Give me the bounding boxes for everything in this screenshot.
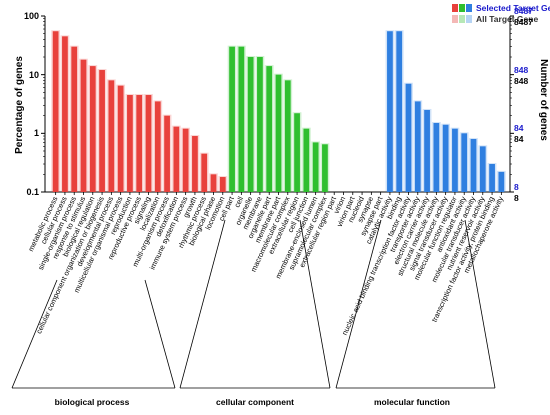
group-bracket-right-cellular-component	[299, 219, 331, 389]
group-bracket-left-biological-process	[11, 279, 58, 389]
bar-developmental-process	[108, 80, 115, 192]
bar-transporter-activity	[414, 101, 421, 192]
group-bracket-right-molecular-function	[464, 219, 496, 389]
group-label-cellular-component: cellular component	[216, 397, 294, 407]
bar-transcription-factor-activity-protein-binding	[489, 164, 495, 192]
legend: Selected Target Gene All Target Gene	[452, 3, 550, 24]
bar-metallochaperone-activity	[498, 171, 505, 192]
x-label-cell: cell	[232, 195, 245, 209]
right-tick-all-84: 84	[514, 134, 524, 144]
bar-metabolic-process	[52, 31, 59, 192]
bar-macromolecular-complex	[284, 80, 291, 192]
right-tick-all-848: 848	[514, 76, 528, 86]
left-tick-10: 10	[29, 70, 39, 80]
right-tick-selected-8487: 8487	[514, 6, 533, 16]
bar-reproduction	[127, 95, 133, 192]
bar-extracellular-region	[294, 113, 300, 192]
bar-multi-organism-process	[164, 115, 170, 192]
bar-structural-molecule-activity	[433, 123, 440, 192]
right-tick-selected-848: 848	[514, 65, 528, 75]
group-bracket-left-molecular-function	[335, 219, 382, 389]
right-tick-all-8487: 8487	[514, 17, 533, 27]
bar-locomotion	[219, 177, 226, 192]
bar-localization	[154, 101, 161, 192]
legend-swatch-all-blue	[466, 15, 472, 23]
group-label-molecular-function: molecular function	[374, 397, 450, 407]
bar-reproductive-process	[136, 95, 143, 192]
bar-catalytic-activity	[387, 31, 393, 192]
bar-multicellular-organismal-process	[117, 85, 124, 192]
bar-nutrient-reservoir-activity	[479, 146, 486, 192]
group-bracket-right-biological-process	[144, 279, 176, 389]
left-tick-100: 100	[24, 11, 39, 21]
legend-all-label: All Target Gene	[476, 14, 538, 24]
bar-signaling	[145, 95, 152, 192]
bar-cellular-process	[62, 36, 68, 193]
bar-antioxidant-activity	[461, 133, 468, 192]
bar-supramolecular-complex	[322, 144, 328, 192]
bar-growth	[192, 136, 198, 192]
bar-rhythmic-process	[201, 153, 208, 192]
left-tick-0-1: 0.1	[26, 187, 39, 197]
bar-response-to-stimulus	[80, 59, 87, 193]
bar-biological-regulation	[89, 66, 96, 192]
group-bracket-left-cellular-component	[179, 219, 226, 389]
right-tick-selected-84: 84	[514, 123, 524, 133]
right-tick-selected-8: 8	[514, 182, 519, 192]
bar-signal-transducer-activity	[442, 124, 449, 192]
bar-molecular-transducer-activity	[470, 139, 477, 192]
legend-swatch-selected-green	[459, 4, 465, 12]
bar-cell	[238, 46, 245, 192]
bar-biological-phase	[210, 174, 217, 192]
bar-membrane-part	[275, 74, 282, 192]
bar-organelle-part	[266, 66, 273, 192]
bar-nucleic-acid-binding-transcription-factor-activity	[405, 83, 412, 192]
bar-membrane-enclosed-lumen	[312, 142, 319, 192]
legend-swatch-selected-red	[452, 4, 458, 12]
bar-molecular-function-regulator	[452, 128, 458, 192]
bar-single-organism-process	[71, 46, 78, 192]
bar-detoxification	[173, 126, 180, 192]
bar-binding	[396, 31, 403, 192]
right-tick-all-8: 8	[514, 193, 519, 203]
legend-selected-label: Selected Target Gene	[476, 3, 550, 13]
bar-cell-part	[229, 46, 235, 192]
bar-cellular-component-organization-or-biogenesis	[99, 70, 105, 192]
left-tick-1: 1	[34, 128, 39, 138]
bar-cell-junction	[303, 128, 310, 192]
bar-electron-carrier-activity	[424, 109, 430, 192]
legend-swatch-all-green	[459, 15, 465, 23]
legend-swatch-selected-blue	[466, 4, 472, 12]
group-label-biological-process: biological process	[55, 397, 130, 407]
bar-membrane	[257, 57, 263, 192]
legend-swatch-all-red	[452, 15, 458, 23]
left-axis-label: Percentage of genes	[14, 56, 25, 154]
bar-immune-system-process	[182, 128, 189, 192]
right-axis-label: Number of genes	[538, 59, 549, 141]
bar-organelle	[247, 57, 254, 192]
